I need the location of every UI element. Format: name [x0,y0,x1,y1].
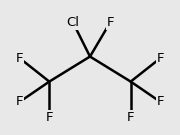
Text: F: F [127,111,134,124]
Text: F: F [107,16,114,29]
Text: F: F [46,111,53,124]
Text: F: F [157,95,164,108]
Text: F: F [16,95,23,108]
Text: F: F [157,52,164,65]
Text: F: F [16,52,23,65]
Text: Cl: Cl [66,16,79,29]
